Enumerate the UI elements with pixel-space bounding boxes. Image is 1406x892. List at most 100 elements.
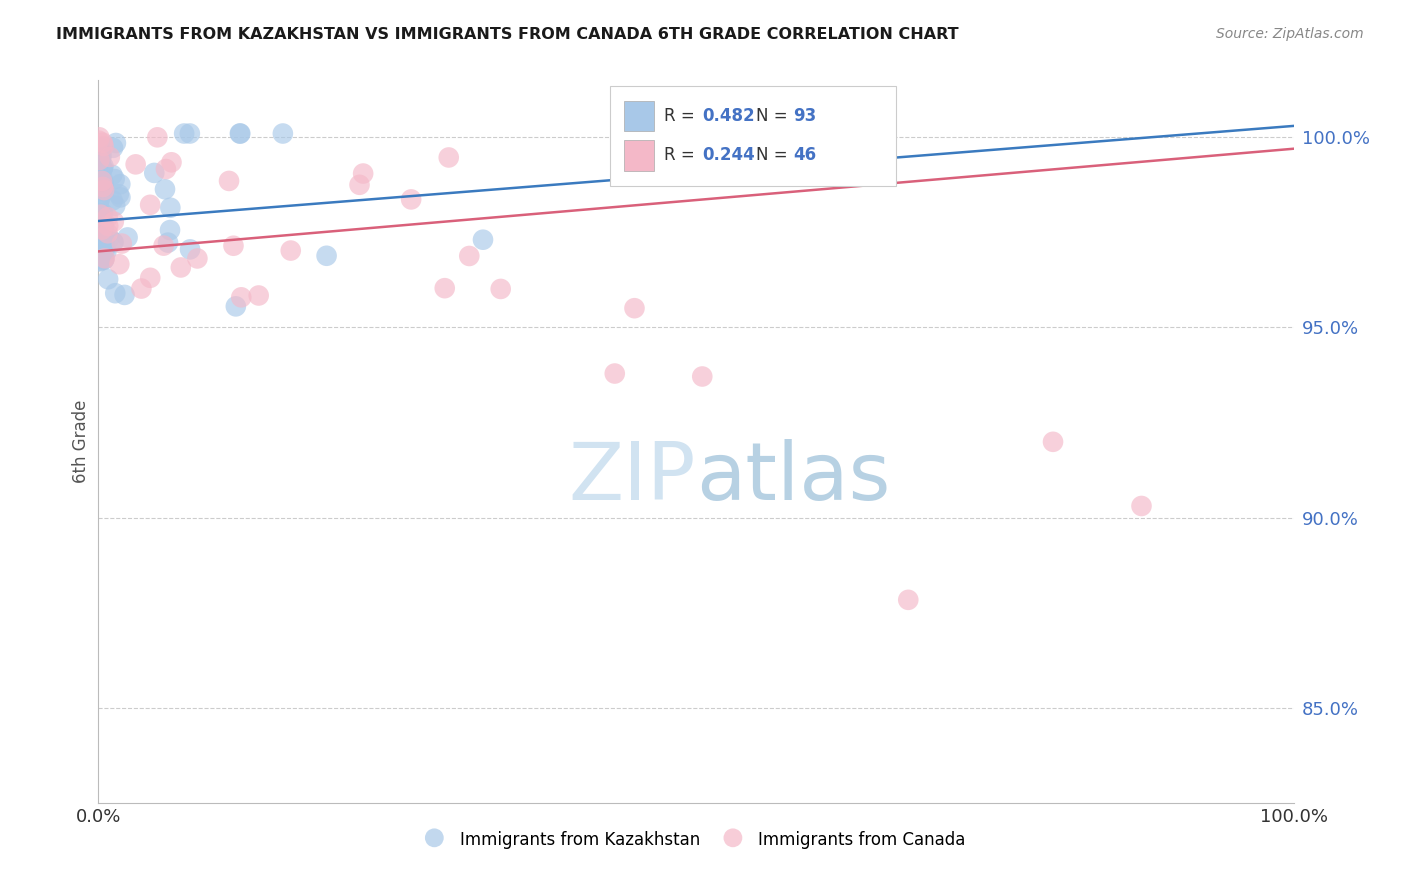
Point [97, 211, 120, 225]
Text: ZIP: ZIP [568, 439, 696, 516]
Point [103, 235, 125, 249]
Point [690, 369, 713, 384]
Point [225, 299, 247, 313]
Point [87, 197, 110, 211]
Point [91, 183, 114, 197]
Text: N =: N = [756, 107, 793, 125]
Text: atlas: atlas [696, 439, 890, 516]
Point [103, 235, 125, 250]
Point [87, 210, 110, 224]
Point [143, 166, 166, 180]
Point [93, 219, 115, 234]
Point [87, 147, 110, 161]
Point [433, 281, 456, 295]
Point [231, 290, 253, 304]
Point [89, 215, 111, 229]
Text: 46: 46 [793, 146, 815, 164]
Point [489, 282, 512, 296]
Point [117, 230, 139, 244]
Point [131, 282, 153, 296]
Text: R =: R = [664, 107, 700, 125]
Point [104, 286, 127, 301]
Point [87, 235, 110, 249]
Point [93, 178, 115, 192]
Point [271, 127, 294, 141]
Point [101, 141, 124, 155]
Legend: Immigrants from Kazakhstan, Immigrants from Canada: Immigrants from Kazakhstan, Immigrants f… [426, 830, 966, 848]
Point [157, 235, 180, 250]
Point [665, 127, 688, 141]
Point [623, 301, 645, 316]
Point [399, 193, 422, 207]
Point [186, 252, 208, 266]
Point [90, 148, 112, 162]
Point [93, 183, 115, 197]
Point [173, 127, 195, 141]
Point [89, 207, 111, 221]
Point [93, 245, 115, 260]
Point [91, 226, 114, 240]
Point [218, 174, 240, 188]
Point [89, 254, 111, 268]
Point [139, 198, 162, 212]
Point [90, 208, 112, 222]
Text: 0.244: 0.244 [702, 146, 755, 164]
Point [93, 183, 115, 197]
Point [159, 201, 181, 215]
Text: R =: R = [664, 146, 700, 164]
Point [89, 153, 111, 168]
Point [87, 147, 110, 161]
Point [90, 177, 112, 191]
Point [97, 227, 120, 241]
Point [93, 176, 115, 190]
Point [97, 272, 120, 286]
Point [90, 231, 112, 245]
Point [91, 136, 114, 150]
Point [93, 159, 115, 173]
Text: 93: 93 [793, 107, 815, 125]
Point [152, 238, 174, 252]
Point [124, 157, 146, 171]
Point [87, 146, 110, 161]
Point [472, 233, 495, 247]
Point [91, 217, 114, 231]
Point [1042, 434, 1064, 449]
Text: Source: ZipAtlas.com: Source: ZipAtlas.com [1216, 27, 1364, 41]
Point [110, 190, 132, 204]
Point [93, 252, 115, 267]
Point [111, 236, 134, 251]
Point [89, 178, 111, 193]
Point [91, 230, 114, 244]
Point [89, 184, 111, 198]
Text: 0.482: 0.482 [702, 107, 755, 125]
Point [159, 223, 181, 237]
Point [90, 229, 112, 244]
Point [98, 231, 121, 245]
Point [897, 592, 920, 607]
Point [89, 153, 111, 167]
Point [108, 257, 131, 271]
Point [89, 207, 111, 221]
Y-axis label: 6th Grade: 6th Grade [72, 400, 90, 483]
Point [90, 217, 112, 231]
Point [89, 151, 111, 165]
Point [458, 249, 481, 263]
Point [315, 249, 337, 263]
Point [114, 288, 136, 302]
Point [1130, 499, 1153, 513]
Point [349, 178, 371, 192]
Point [91, 162, 114, 177]
Point [90, 184, 112, 198]
Point [94, 252, 117, 266]
Point [90, 210, 112, 224]
Point [89, 145, 111, 159]
Point [87, 194, 110, 209]
Point [280, 244, 302, 258]
Point [91, 222, 114, 236]
Point [91, 217, 114, 231]
Point [170, 260, 193, 275]
Point [229, 127, 252, 141]
FancyBboxPatch shape [610, 86, 896, 186]
Point [91, 224, 114, 238]
Point [90, 178, 112, 193]
